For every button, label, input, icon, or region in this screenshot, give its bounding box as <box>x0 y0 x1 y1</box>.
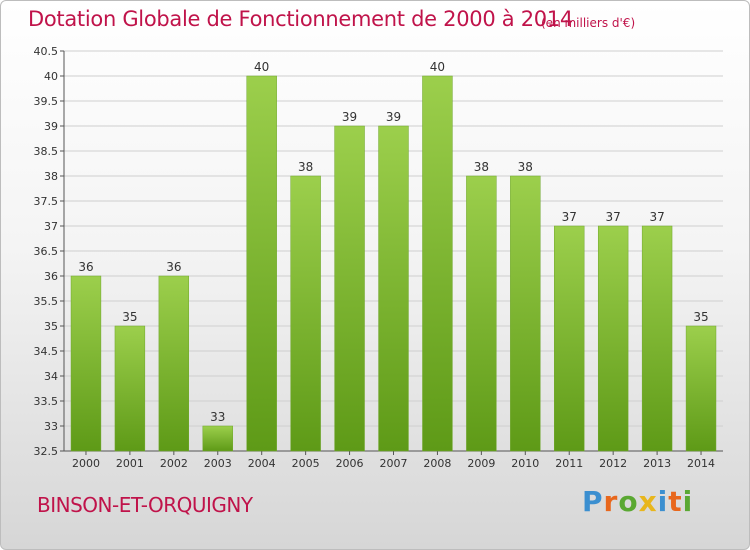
x-tick-label: 2004 <box>248 457 276 470</box>
data-label: 40 <box>430 60 445 74</box>
x-tick-label: 2007 <box>380 457 408 470</box>
x-tick-label: 2014 <box>687 457 715 470</box>
x-tick-label: 2008 <box>423 457 451 470</box>
logo-letter: i <box>682 485 694 518</box>
data-label: 39 <box>386 110 401 124</box>
x-tick-label: 2012 <box>599 457 627 470</box>
data-label: 37 <box>649 210 664 224</box>
data-label: 33 <box>210 410 225 424</box>
bar-2000[interactable] <box>70 275 102 452</box>
bar-2004[interactable] <box>246 75 277 452</box>
commune-name: BINSON-ET-ORQUIGNY <box>37 493 253 517</box>
y-tick-label: 35 <box>44 320 58 333</box>
x-tick-label: 2001 <box>116 457 144 470</box>
logo-letter: o <box>618 485 639 518</box>
data-label: 35 <box>693 310 708 324</box>
bar-2003[interactable] <box>202 425 233 452</box>
logo-letter: i <box>657 485 669 518</box>
bar-2006[interactable] <box>334 125 365 452</box>
logo-letter: x <box>638 485 658 518</box>
data-labels: 36 35 36 33 40 38 39 39 40 38 38 37 37 37 35 <box>78 60 708 424</box>
data-label: 38 <box>518 160 533 174</box>
bar-2007[interactable] <box>378 125 409 452</box>
y-tick-label: 38.5 <box>34 145 59 158</box>
logo-letter: t <box>668 485 683 518</box>
y-tick-label: 39.5 <box>34 95 59 108</box>
x-tick-label: 2013 <box>643 457 671 470</box>
x-tick-label: 2009 <box>467 457 495 470</box>
y-tick-label: 34.5 <box>34 345 59 358</box>
y-tick-label: 37 <box>44 220 58 233</box>
y-tick-label: 34 <box>44 370 58 383</box>
data-label: 36 <box>78 260 93 274</box>
y-tick-label: 37.5 <box>34 195 59 208</box>
x-tick-labels: 2000 2001 2002 2003 2004 2005 2006 2007 2008 2009… <box>72 457 715 470</box>
y-tick-label: 33.5 <box>34 395 59 408</box>
y-tick-label: 40.5 <box>34 45 59 58</box>
y-tick-label: 36.5 <box>34 245 59 258</box>
x-tick-label: 2010 <box>511 457 539 470</box>
bar-2010[interactable] <box>510 175 541 452</box>
bars <box>70 75 717 452</box>
data-label: 36 <box>166 260 181 274</box>
y-tick-label: 32.5 <box>34 445 59 458</box>
y-tick-label: 40 <box>44 70 58 83</box>
bar-2011[interactable] <box>554 225 585 452</box>
y-tick-label: 39 <box>44 120 58 133</box>
bar-2009[interactable] <box>466 175 497 452</box>
x-tick-label: 2006 <box>336 457 364 470</box>
bar-2012[interactable] <box>597 225 629 452</box>
bar-2001[interactable] <box>114 325 146 452</box>
x-tick-label: 2002 <box>160 457 188 470</box>
bar-2002[interactable] <box>158 275 190 452</box>
data-label: 37 <box>562 210 577 224</box>
data-label: 38 <box>474 160 489 174</box>
y-tick-label: 35.5 <box>34 295 59 308</box>
chart-title: Dotation Globale de Fonctionnement de 20… <box>28 7 573 31</box>
bar-2013[interactable] <box>641 225 673 452</box>
x-tick-label: 2003 <box>204 457 232 470</box>
logo-letter: P <box>582 485 604 518</box>
x-tick-label: 2011 <box>555 457 583 470</box>
proxiti-logo[interactable]: Proxiti <box>582 485 693 518</box>
data-label: 39 <box>342 110 357 124</box>
data-label: 40 <box>254 60 269 74</box>
chart-subtitle: (en milliers d'€) <box>541 16 636 30</box>
data-label: 35 <box>122 310 137 324</box>
y-tick-label: 38 <box>44 170 58 183</box>
bar-2005[interactable] <box>290 175 321 452</box>
bar-2014[interactable] <box>685 325 717 452</box>
logo-letter: r <box>603 485 619 518</box>
bar-2008[interactable] <box>422 75 453 452</box>
y-tick-label: 36 <box>44 270 58 283</box>
x-tick-label: 2000 <box>72 457 100 470</box>
y-tick-labels: 32.5 33 33.5 34 34.5 35 35.5 36 36.5 37 37.5 38 38.5… <box>34 45 59 458</box>
x-tick-label: 2005 <box>292 457 320 470</box>
data-label: 37 <box>606 210 621 224</box>
y-tick-label: 33 <box>44 420 58 433</box>
data-label: 38 <box>298 160 313 174</box>
